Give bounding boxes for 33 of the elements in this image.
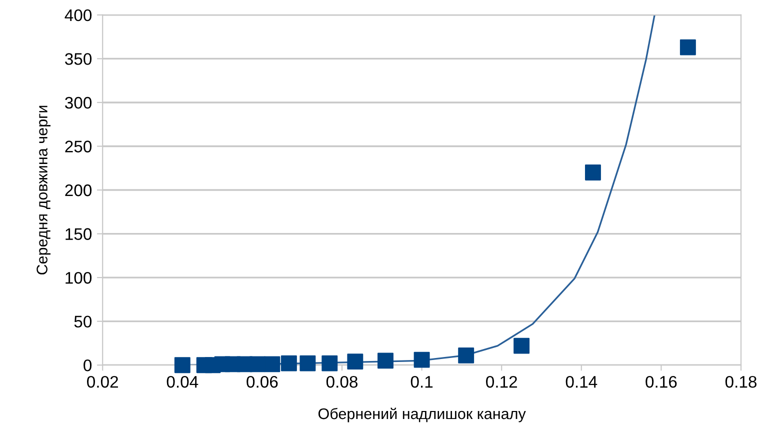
point — [514, 338, 530, 354]
x-tick-label: 0.18 — [725, 376, 756, 388]
point — [174, 357, 190, 374]
y-tick-label: 50 — [74, 316, 92, 328]
y-tick-label: 0 — [84, 359, 92, 372]
y-tick-label: 250 — [65, 140, 92, 152]
point — [414, 352, 430, 368]
x-tick-label: 0.06 — [246, 376, 278, 388]
x-tick-label: 0.14 — [566, 376, 598, 388]
y-tick-label: 100 — [66, 272, 92, 284]
x-tick-label: 0.04 — [166, 376, 198, 388]
y-tick-label: 400 — [64, 9, 92, 22]
point — [347, 354, 364, 370]
y-axis-title: Середня довжина черги — [36, 106, 50, 274]
x-tick-label: 0.16 — [646, 376, 677, 388]
x-tick-label: 0.1 — [410, 376, 433, 388]
point — [196, 357, 212, 374]
x-tick-label: 0.02 — [87, 376, 118, 388]
x-axis-title: Обернений надлишок каналу — [318, 408, 526, 422]
y-tick-label: 150 — [66, 228, 92, 240]
y-tick-label: 200 — [65, 184, 92, 196]
point — [322, 355, 338, 372]
point — [584, 164, 601, 180]
x-tick-label: 0.08 — [326, 376, 358, 388]
point — [300, 355, 316, 372]
point — [378, 352, 394, 369]
point — [680, 39, 696, 56]
point — [280, 355, 297, 372]
point — [264, 356, 280, 372]
point — [458, 347, 474, 364]
x-tick-label: 0.12 — [486, 376, 517, 388]
y-tick-label: 300 — [65, 96, 92, 109]
y-tick-label: 350 — [65, 53, 92, 65]
